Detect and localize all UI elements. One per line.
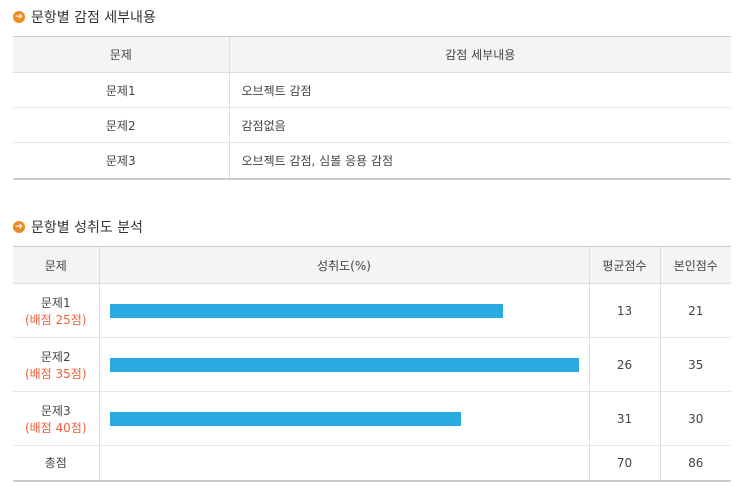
bar-track — [109, 411, 579, 426]
mine-cell: 21 — [659, 283, 731, 338]
achievement-cell — [98, 283, 589, 338]
total-label: 총점 — [13, 445, 99, 482]
points-label: (배점 35점) — [24, 366, 87, 381]
detail-cell: 오브젝트 감점, 심볼 응용 감점 — [228, 142, 731, 180]
table-row: 문제2 (배점 35점) 26 35 — [13, 337, 731, 392]
header-average: 평균점수 — [588, 246, 660, 284]
header-mine: 본인점수 — [659, 246, 731, 284]
question-cell: 문제3 — [13, 142, 229, 180]
achievement-section-title: ➔ 문항별 성취도 분석 — [13, 217, 143, 237]
arrow-circle-icon: ➔ — [13, 11, 25, 23]
total-achievement-cell — [98, 445, 589, 482]
question-cell: 문제3 (배점 40점) — [13, 391, 99, 446]
mine-cell: 35 — [659, 337, 731, 392]
table-row: 문제3 오브젝트 감점, 심볼 응용 감점 — [13, 142, 731, 180]
table-row: 문제1 (배점 25점) 13 21 — [13, 283, 731, 338]
average-cell: 31 — [588, 391, 660, 446]
table-row: 문제2 감점없음 — [13, 107, 731, 143]
section-title-text: 문항별 성취도 분석 — [31, 220, 143, 236]
total-mine: 86 — [659, 445, 731, 482]
header-detail: 감점 세부내용 — [228, 36, 731, 73]
bar-track — [109, 357, 579, 372]
question-cell: 문제2 — [13, 107, 229, 143]
header-question: 문제 — [13, 36, 229, 73]
header-achievement: 성취도(%) — [98, 246, 589, 284]
header-question: 문제 — [13, 246, 99, 284]
detail-cell: 오브젝트 감점 — [228, 72, 731, 108]
average-cell: 13 — [588, 283, 660, 338]
achievement-bar — [109, 303, 504, 318]
total-average: 70 — [588, 445, 660, 482]
detail-cell: 감점없음 — [228, 107, 731, 143]
question-label: 문제3 — [40, 403, 71, 418]
question-label: 문제2 — [40, 349, 71, 364]
question-cell: 문제1 — [13, 72, 229, 108]
achievement-cell — [98, 391, 589, 446]
points-label: (배점 25점) — [24, 312, 87, 327]
average-cell: 26 — [588, 337, 660, 392]
total-row: 총점 70 86 — [13, 445, 731, 482]
mine-cell: 30 — [659, 391, 731, 446]
bar-track — [109, 303, 579, 318]
achievement-bar — [109, 411, 462, 426]
question-cell: 문제1 (배점 25점) — [13, 283, 99, 338]
achievement-table: 문제 성취도(%) 평균점수 본인점수 문제1 (배점 25점) 13 21 문제… — [13, 246, 731, 482]
table-row: 문제3 (배점 40점) 31 30 — [13, 391, 731, 446]
question-cell: 문제2 (배점 35점) — [13, 337, 99, 392]
achievement-cell — [98, 337, 589, 392]
arrow-circle-icon: ➔ — [13, 221, 25, 233]
deduction-table: 문제 감점 세부내용 문제1 오브젝트 감점 문제2 감점없음 문제3 오브젝트… — [13, 36, 731, 180]
question-label: 문제1 — [40, 295, 71, 310]
deduction-section-title: ➔ 문항별 감점 세부내용 — [13, 7, 156, 27]
points-label: (배점 40점) — [24, 420, 87, 435]
achievement-bar — [109, 357, 579, 372]
table-row: 문제1 오브젝트 감점 — [13, 72, 731, 108]
section-title-text: 문항별 감점 세부내용 — [31, 10, 156, 26]
